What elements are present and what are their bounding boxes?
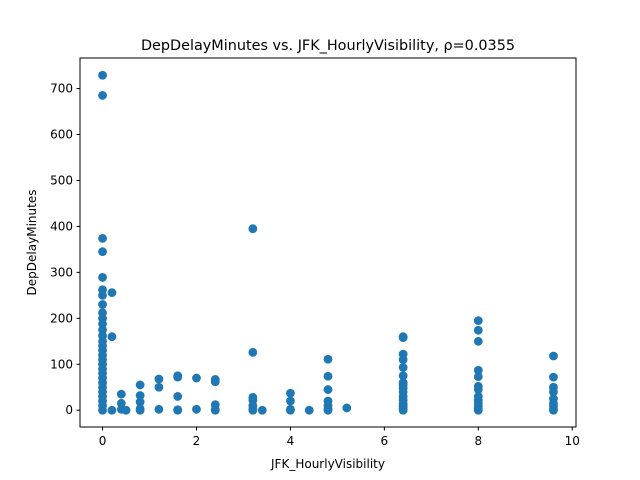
- x-tick-label: 8: [474, 434, 482, 448]
- y-tick-label: 700: [50, 82, 73, 96]
- data-point: [135, 380, 145, 390]
- data-point: [210, 405, 220, 415]
- y-tick-label: 400: [50, 219, 73, 233]
- data-point: [549, 372, 558, 382]
- data-point: [173, 405, 183, 415]
- data-point: [398, 363, 408, 372]
- data-point: [98, 233, 107, 243]
- data-point: [98, 405, 107, 415]
- data-point: [154, 374, 164, 384]
- x-tick-label: 4: [287, 434, 295, 448]
- chart-title: DepDelayMinutes vs. JFK_HourlyVisibility…: [141, 38, 515, 54]
- data-point: [154, 382, 164, 392]
- data-point: [154, 404, 164, 414]
- data-point: [135, 397, 145, 407]
- y-tick-label: 200: [50, 311, 73, 325]
- data-point: [323, 405, 333, 415]
- data-point: [473, 336, 483, 346]
- x-tick-label: 6: [381, 434, 389, 448]
- data-point: [248, 224, 258, 234]
- data-point: [173, 392, 183, 401]
- y-tick-label: 0: [65, 403, 73, 417]
- data-point: [248, 405, 258, 415]
- data-point: [98, 91, 107, 100]
- data-point: [98, 290, 107, 300]
- data-point: [323, 354, 333, 364]
- data-point: [549, 351, 558, 361]
- data-point: [549, 405, 558, 415]
- y-tick-label: 300: [50, 265, 73, 279]
- data-point: [210, 377, 220, 387]
- x-tick-label: 2: [193, 434, 201, 448]
- x-tick-label: 0: [99, 434, 107, 448]
- data-point: [116, 389, 126, 399]
- data-point: [473, 316, 483, 326]
- data-point: [473, 405, 483, 415]
- data-point: [98, 70, 107, 80]
- data-point: [342, 403, 352, 413]
- x-tick-label: 10: [565, 434, 580, 448]
- data-point: [135, 391, 145, 400]
- data-point: [121, 405, 131, 415]
- data-point: [107, 332, 117, 342]
- y-tick-label: 100: [50, 357, 73, 371]
- data-point: [398, 355, 408, 365]
- data-point: [398, 333, 408, 343]
- y-tick-label: 500: [50, 173, 73, 187]
- data-point: [286, 396, 295, 406]
- data-point: [473, 372, 483, 382]
- data-point: [192, 373, 201, 383]
- data-point: [173, 372, 183, 382]
- data-point: [549, 387, 558, 397]
- data-point: [323, 385, 333, 394]
- x-axis-label: JFK_HourlyVisibility: [270, 457, 385, 471]
- data-point: [98, 300, 107, 309]
- data-point: [98, 247, 107, 257]
- data-point: [286, 405, 295, 415]
- data-point: [304, 405, 314, 415]
- data-point: [98, 273, 107, 282]
- data-point: [107, 405, 117, 415]
- data-point: [192, 404, 201, 414]
- data-point: [473, 385, 483, 394]
- data-point: [473, 325, 483, 335]
- data-point: [473, 365, 483, 375]
- y-axis-label: DepDelayMinutes: [25, 190, 39, 296]
- y-tick-label: 600: [50, 128, 73, 142]
- data-point: [107, 288, 117, 297]
- data-point: [323, 371, 333, 381]
- data-point: [135, 405, 145, 415]
- plot-frame: [79, 57, 577, 428]
- points-layer: [98, 70, 558, 415]
- data-point: [286, 388, 295, 398]
- data-point: [257, 405, 267, 415]
- data-point: [398, 371, 408, 381]
- data-point: [248, 347, 258, 357]
- data-point: [398, 405, 408, 415]
